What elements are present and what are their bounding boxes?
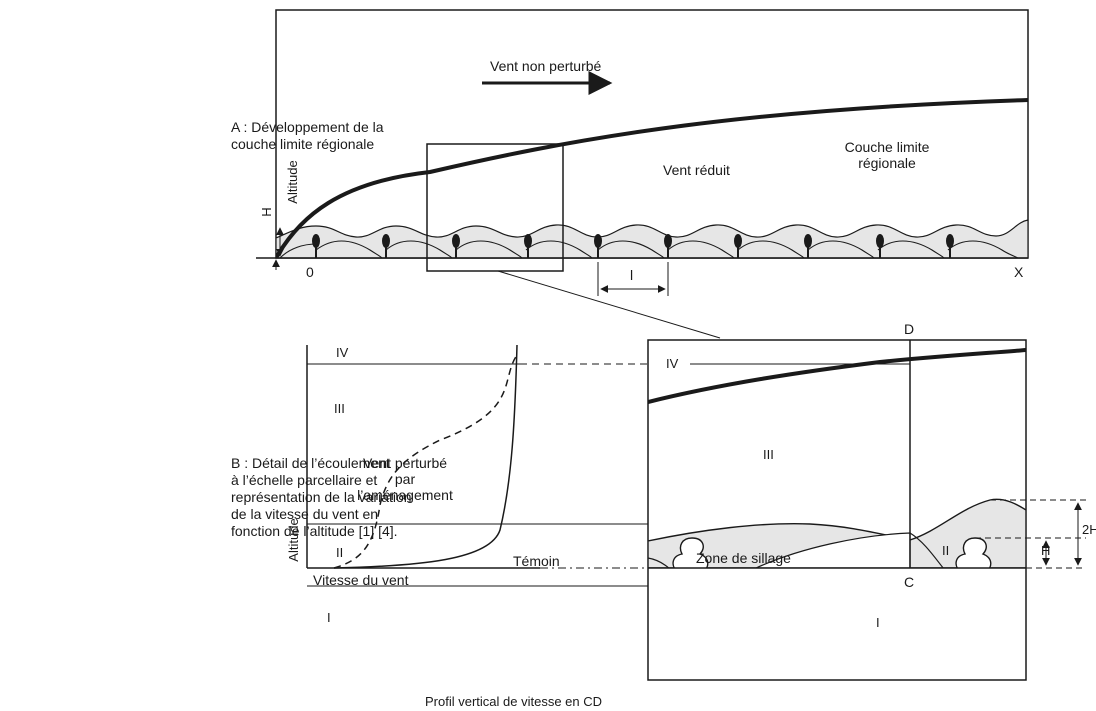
dim-h-label: H (1041, 543, 1050, 558)
spacing-label: l (630, 267, 633, 283)
point-c-label: C (904, 574, 914, 590)
disturbed-wind-label: Vent perturbé (363, 455, 447, 471)
top-panel: Vent non perturbé Vent réduit Couche lim… (256, 9, 1029, 339)
profile-zone-ii: II (336, 545, 343, 560)
caption-a-line: couche limite régionale (231, 136, 375, 152)
dim-2h-label: 2H (1082, 522, 1096, 537)
caption-b-line: de la vitesse du vent en (231, 506, 379, 522)
control-profile-curve (333, 344, 518, 569)
h-label: H (259, 207, 274, 216)
profile-zone-iv: IV (336, 345, 349, 360)
caption-b: B : Détail de l’écoulement à l’échelle p… (231, 455, 412, 540)
inner-wake-boundary (909, 532, 944, 568)
left-wake-boundary (648, 557, 670, 568)
zoom-connector (497, 270, 721, 339)
caption-a-line: A : Développement de la (231, 119, 384, 135)
regional-layer-label: régionale (858, 155, 916, 171)
profile-zone-iii: III (334, 401, 345, 416)
tree-icons (312, 234, 954, 258)
top-panel-frame (275, 9, 1029, 259)
detail-boundary-curve (648, 348, 1026, 404)
altitude-axis-label: Altitude (285, 160, 300, 203)
regional-layer-label: Couche limite (845, 139, 930, 155)
detail-zone-iii: III (763, 447, 774, 462)
wake-zone-label: Zone de sillage (696, 550, 791, 566)
vegetation-band (276, 219, 1028, 258)
profile-panel: IV III II I Vent perturbé par l’aménagem… (286, 344, 648, 625)
origin-label: 0 (306, 264, 314, 280)
reduced-wind-label: Vent réduit (663, 162, 730, 178)
boundary-layer-curve (276, 98, 1028, 258)
detail-zone-ii: II (942, 543, 949, 558)
caption-b-line: représentation de la variation (231, 489, 412, 505)
undisturbed-wind-label: Vent non perturbé (490, 58, 602, 74)
disturbed-profile-curve (333, 354, 518, 569)
zoom-box (426, 143, 564, 272)
profile-caption: Profil vertical de vitesse en CD (425, 694, 602, 709)
detail-zone-i: I (876, 615, 880, 630)
tree-icon (672, 537, 709, 568)
wake-arcs (279, 240, 1019, 258)
detail-zone-iv: IV (666, 356, 679, 371)
disturbed-wind-label: par (395, 471, 416, 487)
x-axis-label: X (1014, 264, 1024, 280)
disturbed-wind-label: l’aménagement (357, 487, 453, 503)
speed-axis-label: Vitesse du vent (313, 572, 409, 588)
caption-b-line: B : Détail de l’écoulement (231, 455, 390, 471)
tree-icon (955, 537, 992, 568)
point-d-label: D (904, 321, 914, 337)
caption-b-line: à l’échelle parcellaire et (231, 472, 378, 488)
caption-b-line: fonction de l’altitude [1] [4]. (231, 523, 398, 539)
profile-altitude-label: Altitude (286, 518, 301, 561)
control-label: Témoin (513, 553, 560, 569)
detail-panel: 2H H IV III II I Zone de sillage D C Pro… (425, 321, 1096, 709)
profile-zone-i: I (327, 610, 331, 625)
caption-a: A : Développement de la couche limite ré… (231, 119, 384, 153)
